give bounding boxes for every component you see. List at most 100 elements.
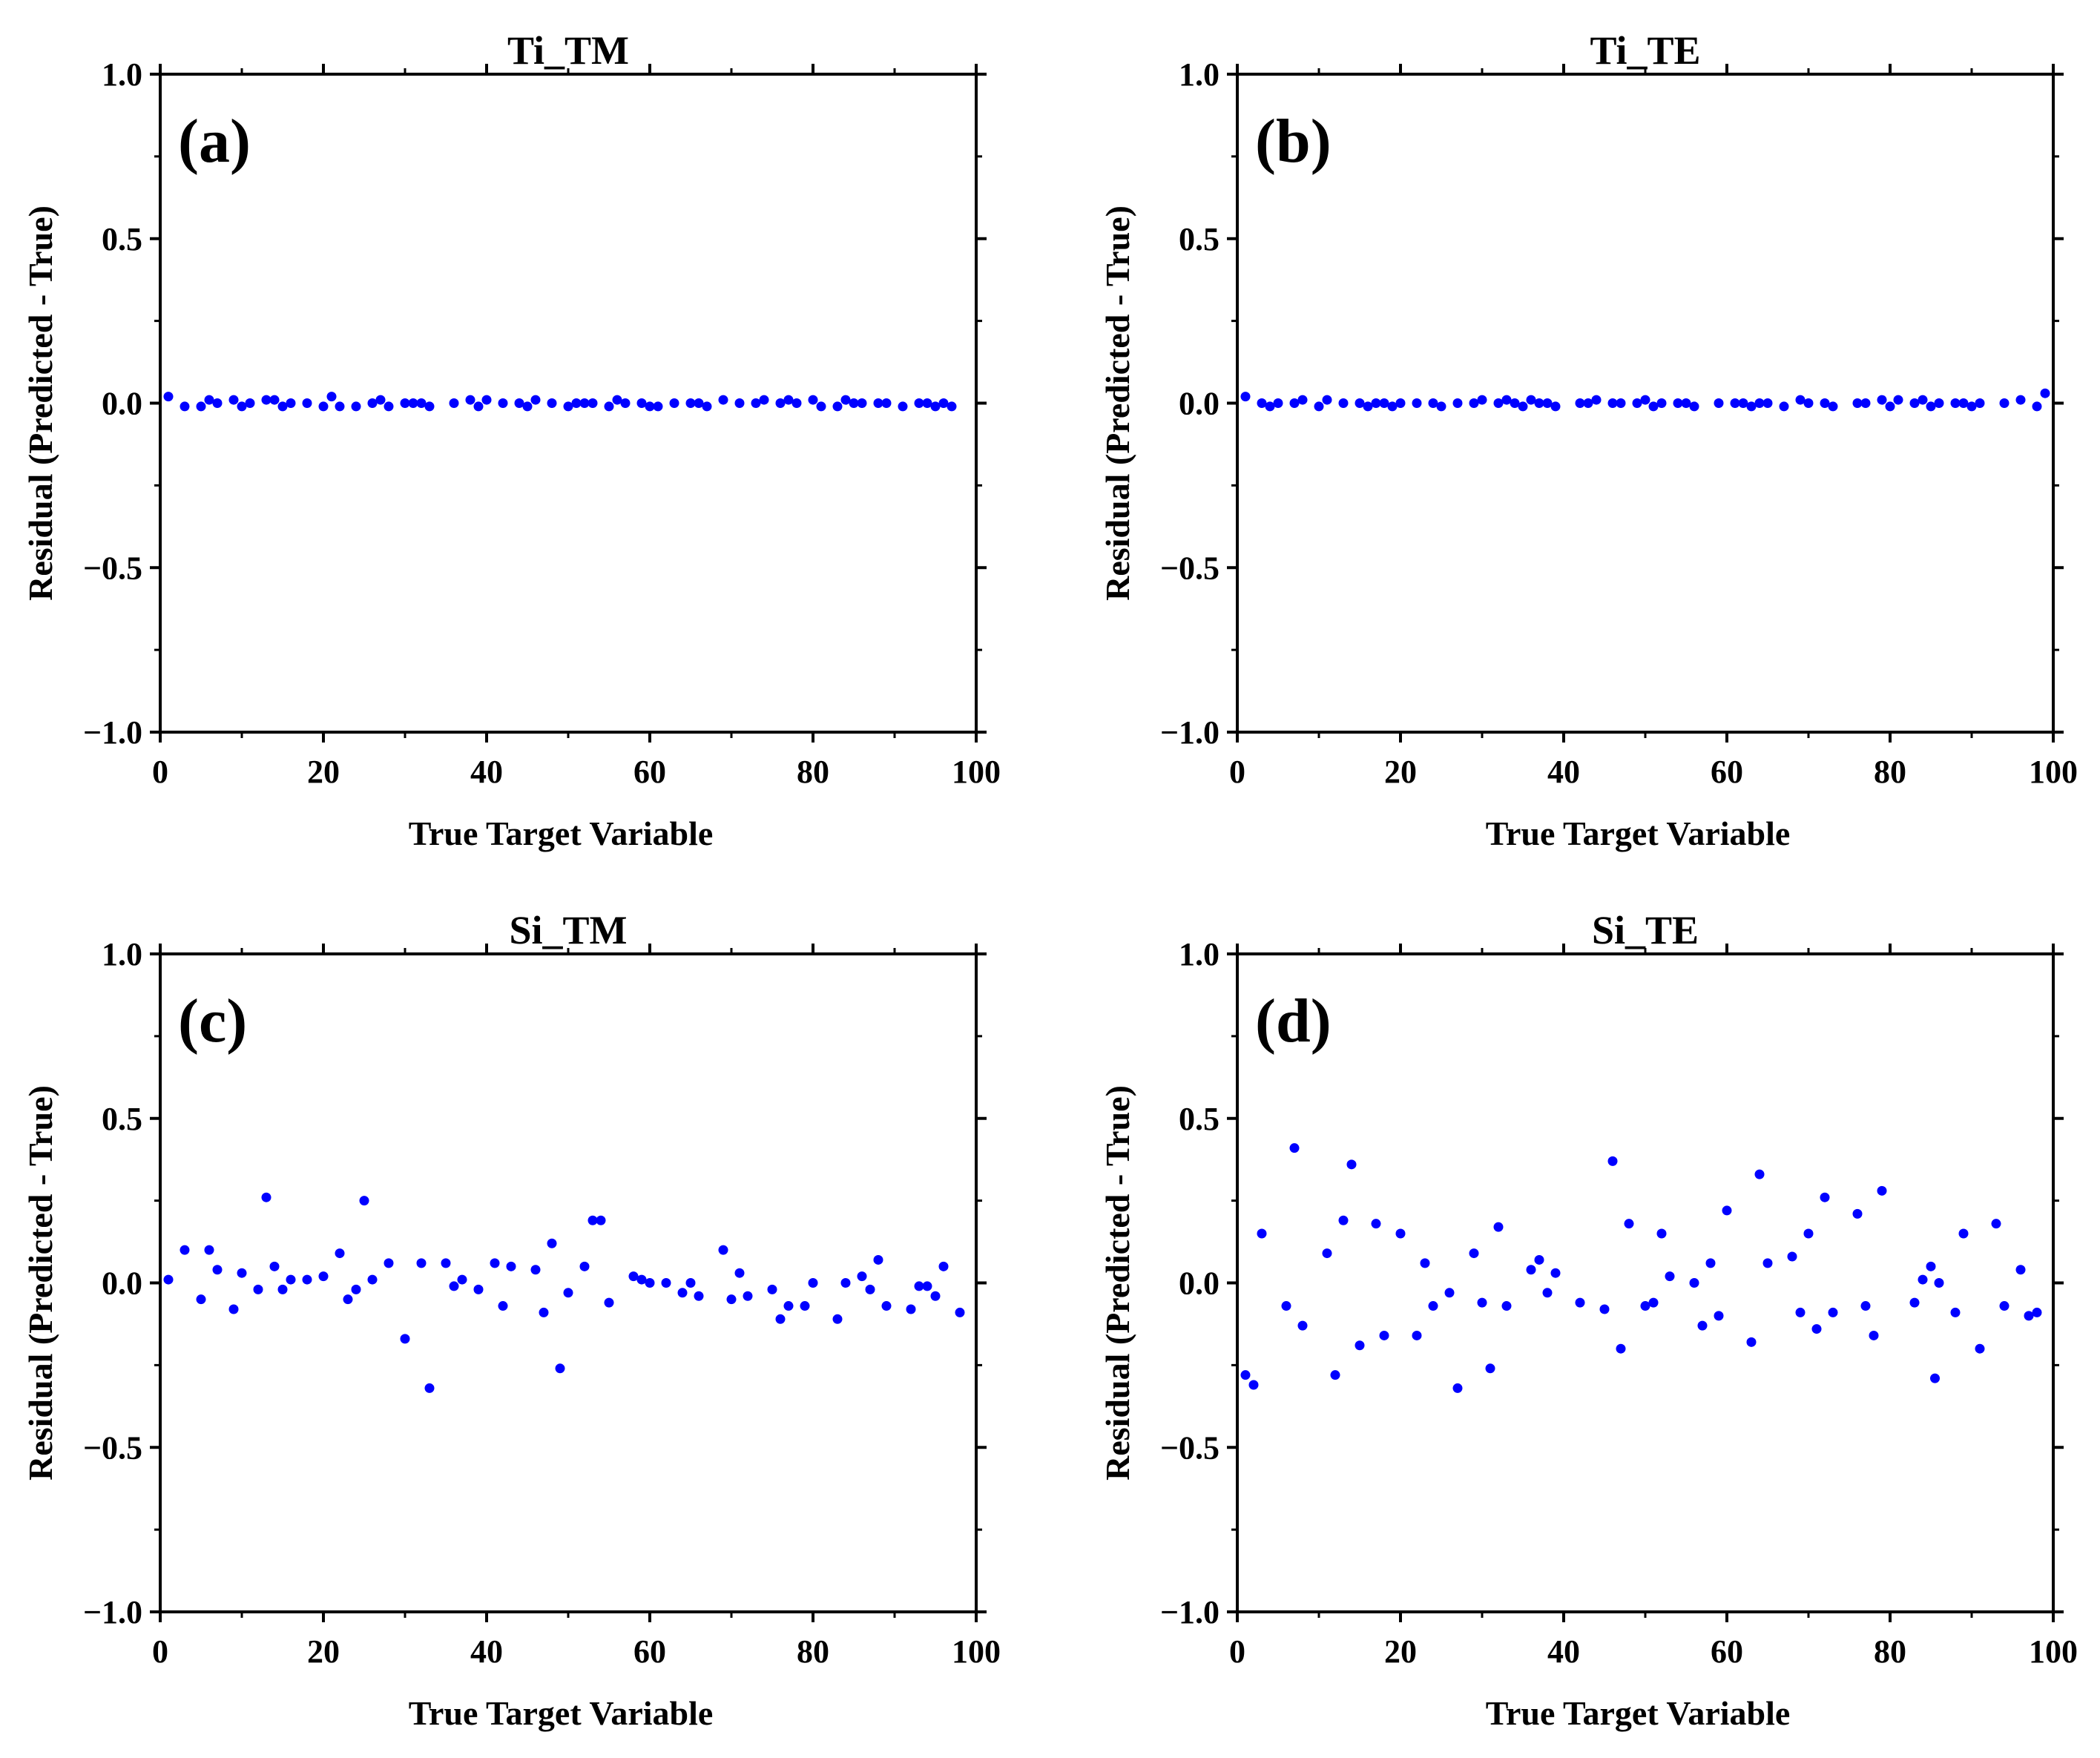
- data-point: [1257, 398, 1267, 408]
- data-point: [1355, 1340, 1365, 1351]
- y-tick-label: −0.5: [83, 550, 142, 586]
- y-tick-label: −0.5: [1160, 550, 1219, 586]
- data-point: [1950, 398, 1961, 408]
- data-point: [1534, 1254, 1544, 1265]
- data-point: [1918, 1274, 1928, 1285]
- data-point: [596, 1215, 606, 1225]
- data-point: [1355, 398, 1365, 408]
- data-point: [653, 401, 663, 412]
- plot-frame: [1236, 952, 2055, 1613]
- data-point: [734, 398, 745, 408]
- data-point: [579, 398, 590, 408]
- data-point: [1754, 1169, 1765, 1179]
- y-tick-label: 0.0: [1179, 386, 1219, 422]
- data-point: [571, 398, 582, 408]
- data-point: [743, 1291, 753, 1301]
- data-point: [1297, 395, 1308, 405]
- data-point: [1616, 398, 1626, 408]
- data-point: [196, 1294, 206, 1305]
- data-point: [832, 1314, 843, 1324]
- data-point: [694, 1291, 704, 1301]
- data-point: [384, 401, 394, 412]
- data-point: [1412, 1330, 1422, 1340]
- x-tick-label: 60: [633, 1633, 666, 1670]
- data-point: [1452, 1383, 1463, 1393]
- data-point: [1550, 1268, 1561, 1278]
- data-point: [1852, 398, 1863, 408]
- data-point: [1820, 398, 1830, 408]
- data-point: [473, 1284, 484, 1294]
- data-point: [1714, 1311, 1724, 1321]
- data-point: [441, 1258, 451, 1268]
- data-point: [898, 401, 908, 412]
- data-point: [1257, 1228, 1267, 1239]
- data-point: [1248, 1380, 1259, 1390]
- data-point: [1860, 1301, 1871, 1311]
- data-point: [1820, 1192, 1830, 1202]
- data-point: [180, 401, 190, 412]
- data-point: [1395, 1228, 1406, 1239]
- data-point: [1281, 1301, 1291, 1311]
- x-tick-label: 20: [1384, 1633, 1417, 1670]
- data-points: [1240, 1143, 2042, 1393]
- y-axis-label: Residual (Predicted - True): [1099, 1085, 1136, 1481]
- data-point: [1550, 401, 1561, 412]
- data-point: [579, 1261, 590, 1271]
- data-point: [498, 398, 508, 408]
- data-point: [1420, 1258, 1430, 1268]
- x-tick-label: 60: [1711, 1633, 1743, 1670]
- data-point: [359, 1196, 369, 1206]
- data-point: [612, 395, 622, 405]
- data-point: [1738, 398, 1748, 408]
- data-point: [1656, 1228, 1667, 1239]
- data-point: [539, 1307, 549, 1317]
- data-point: [587, 1215, 598, 1225]
- data-point: [2032, 1307, 2042, 1317]
- data-point: [277, 401, 288, 412]
- data-point: [857, 398, 867, 408]
- data-point: [759, 395, 769, 405]
- data-point: [481, 395, 492, 405]
- data-point: [930, 401, 941, 412]
- y-tick-label: 0.5: [102, 1101, 142, 1137]
- data-point: [237, 1268, 247, 1278]
- data-point: [1526, 395, 1536, 405]
- data-point: [947, 401, 957, 412]
- data-point: [685, 1278, 696, 1288]
- data-point: [1542, 398, 1553, 408]
- x-tick-label: 0: [152, 1633, 168, 1670]
- data-point: [694, 398, 704, 408]
- data-point: [620, 398, 631, 408]
- y-tick-label: 0.5: [1179, 1101, 1219, 1137]
- data-point: [318, 1271, 329, 1282]
- data-point: [506, 1261, 516, 1271]
- data-point: [1885, 401, 1895, 412]
- data-point: [2032, 401, 2042, 412]
- data-point: [1518, 401, 1528, 412]
- x-axis-label: True Target Variable: [409, 814, 714, 852]
- chart-title: Ti_TE: [1590, 28, 1700, 73]
- data-point: [1722, 1205, 1732, 1216]
- chart-title: Si_TE: [1592, 908, 1699, 952]
- data-point: [1999, 398, 2010, 408]
- y-tick-label: 0.0: [102, 386, 142, 422]
- data-point: [1689, 1278, 1699, 1288]
- data-point: [718, 395, 728, 405]
- data-point: [751, 398, 761, 408]
- data-point: [563, 401, 573, 412]
- data-point: [1412, 398, 1422, 408]
- data-point: [1387, 401, 1398, 412]
- data-point: [1746, 1337, 1757, 1347]
- x-tick-label: 80: [1874, 754, 1906, 790]
- data-point: [351, 1284, 361, 1294]
- data-point: [416, 1258, 427, 1268]
- data-point: [2015, 1265, 2026, 1275]
- data-point: [1534, 398, 1544, 408]
- data-point: [808, 1278, 818, 1288]
- data-point: [1665, 1271, 1675, 1282]
- data-point: [1681, 398, 1691, 408]
- x-axis-label: True Target Variable: [1486, 814, 1791, 852]
- data-point: [343, 1294, 353, 1305]
- data-point: [1289, 398, 1300, 408]
- x-tick-label: 40: [470, 1633, 503, 1670]
